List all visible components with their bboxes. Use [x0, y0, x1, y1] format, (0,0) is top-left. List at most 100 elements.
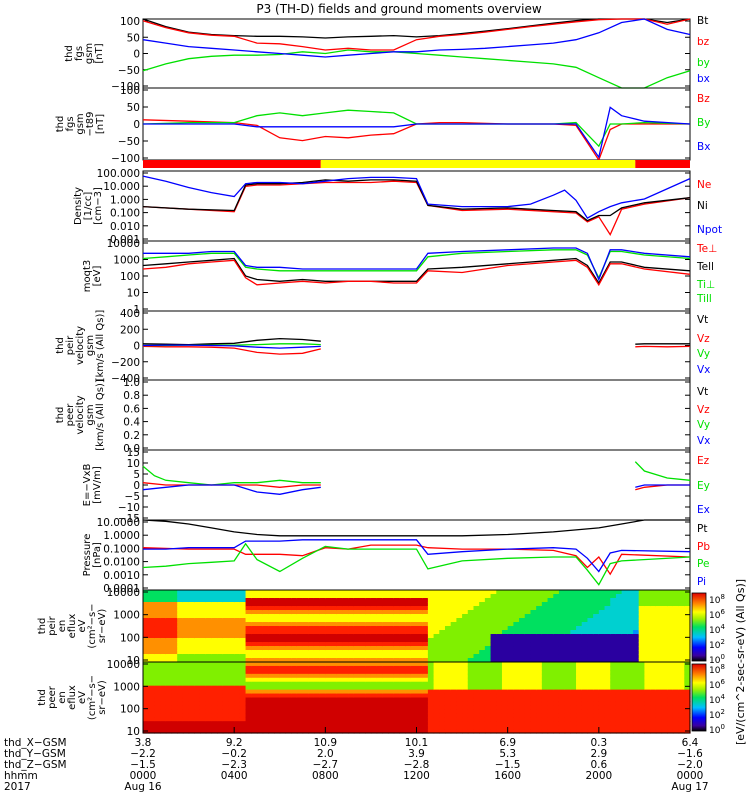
spectrogram-cell	[262, 705, 269, 710]
spectrogram-cell	[165, 634, 173, 639]
spectrogram-cell	[615, 709, 623, 714]
spectrogram-cell	[199, 622, 207, 627]
spectrogram-cell	[331, 654, 338, 659]
spectrogram-cell	[399, 614, 406, 619]
spectrogram-cell	[171, 646, 178, 651]
spectrogram-cell	[416, 606, 423, 611]
spectrogram-cell	[205, 681, 212, 687]
legend-bt: Bt	[697, 15, 708, 27]
spectrogram-cell	[165, 606, 173, 611]
spectrogram-cell	[593, 630, 600, 635]
spectrogram-cell	[171, 701, 178, 706]
spectrogram-cell	[239, 662, 247, 667]
spectrogram-cell	[319, 662, 326, 667]
spectrogram-cell	[399, 673, 406, 679]
spectrogram-cell	[490, 606, 497, 611]
spectrogram-cell	[143, 693, 150, 699]
spectrogram-cell	[199, 662, 207, 667]
time-row-label: 2017	[4, 781, 31, 793]
spectrogram-cell	[256, 610, 264, 615]
spectrogram-cell	[171, 630, 178, 635]
spectrogram-cell	[433, 685, 440, 691]
spectrogram-cell	[353, 626, 361, 631]
spectrogram-cell	[644, 638, 651, 643]
spectrogram-cell	[655, 673, 663, 679]
spectrogram-cell	[576, 717, 583, 722]
spectrogram-cell	[182, 685, 190, 691]
spectrogram-cell	[296, 650, 304, 655]
spectrogram-cell	[154, 709, 161, 714]
spectrogram-cell	[182, 650, 190, 655]
spectrogram-cell	[444, 646, 452, 651]
spectrogram-cell	[302, 610, 309, 615]
spectrogram-cell	[308, 618, 315, 623]
spectrogram-cell	[427, 630, 435, 635]
spectrogram-cell	[553, 673, 560, 679]
spectrogram-cell	[234, 721, 241, 726]
spectrogram-cell	[217, 606, 224, 611]
y-axis-label-line: [km/s (All Qs)]	[95, 379, 106, 451]
spectrogram-cell	[211, 693, 218, 699]
spectrogram-cell	[593, 590, 600, 595]
spectrogram-cell	[667, 705, 674, 710]
spectrogram-cell	[291, 681, 298, 687]
spectrogram-cell	[524, 689, 532, 695]
spectrogram-cell	[427, 725, 435, 730]
spectrogram-cell	[205, 614, 212, 619]
spectrogram-cell	[370, 590, 378, 595]
spectrogram-cell	[427, 713, 435, 718]
spectrogram-cell	[427, 602, 435, 607]
y-axis-label: moqt3 [eV]	[82, 260, 103, 293]
spectrogram-cell	[427, 590, 435, 595]
y-tick-label: 100.000	[97, 168, 140, 180]
spectrogram-cell	[416, 618, 423, 623]
spectrogram-cell	[308, 614, 315, 619]
spectrogram-cell	[496, 602, 503, 607]
spectrogram-cell	[462, 725, 469, 730]
spectrogram-cell	[450, 705, 457, 710]
spectrogram-cell	[467, 638, 475, 643]
spectrogram-cell	[245, 701, 252, 706]
spectrogram-cell	[171, 642, 178, 647]
spectrogram-cell	[524, 618, 532, 623]
spectrogram-cell	[348, 689, 355, 695]
spectrogram-cell	[182, 622, 190, 627]
spectrogram-cell	[576, 677, 583, 683]
spectrogram-cell	[678, 705, 685, 710]
spectrogram-cell	[228, 677, 235, 683]
spectrogram-cell	[410, 614, 418, 619]
spectrogram-cell	[393, 717, 401, 722]
spectrogram-cell	[530, 590, 537, 595]
spectrogram-cell	[160, 602, 167, 607]
spectrogram-cell	[245, 713, 252, 718]
spectrogram-cell	[530, 662, 537, 667]
spectrogram-cell	[444, 598, 452, 603]
spectrogram-cell	[148, 662, 155, 667]
spectrogram-cell	[388, 717, 395, 722]
spectrogram-cell	[484, 606, 492, 611]
spectrogram-cell	[427, 669, 435, 675]
spectrogram-cell	[376, 713, 383, 718]
spectrogram-cell	[456, 717, 463, 722]
spectrogram-cell	[598, 665, 606, 671]
spectrogram-cell	[405, 705, 412, 710]
spectrogram-cell	[217, 590, 224, 595]
spectrogram-cell	[473, 626, 480, 631]
spectrogram-cell	[644, 665, 651, 671]
spectrogram-cell	[570, 662, 577, 667]
spectrogram-cell	[672, 598, 680, 603]
spectrogram-cell	[148, 729, 155, 734]
spectrogram-cell	[610, 717, 617, 722]
spectrogram-cell	[672, 650, 680, 655]
spectrogram-cell	[513, 669, 520, 675]
spectrogram-cell	[143, 654, 150, 659]
spectrogram-cell	[353, 630, 361, 635]
spectrogram-cell	[234, 614, 241, 619]
spectrogram-cell	[638, 650, 646, 655]
spectrogram-cell	[217, 701, 224, 706]
spectrogram-cell	[621, 606, 628, 611]
spectrogram-cell	[501, 598, 509, 603]
spectrogram-cell	[553, 729, 560, 734]
spectrogram-cell	[308, 646, 315, 651]
spectrogram-cell	[570, 602, 577, 607]
